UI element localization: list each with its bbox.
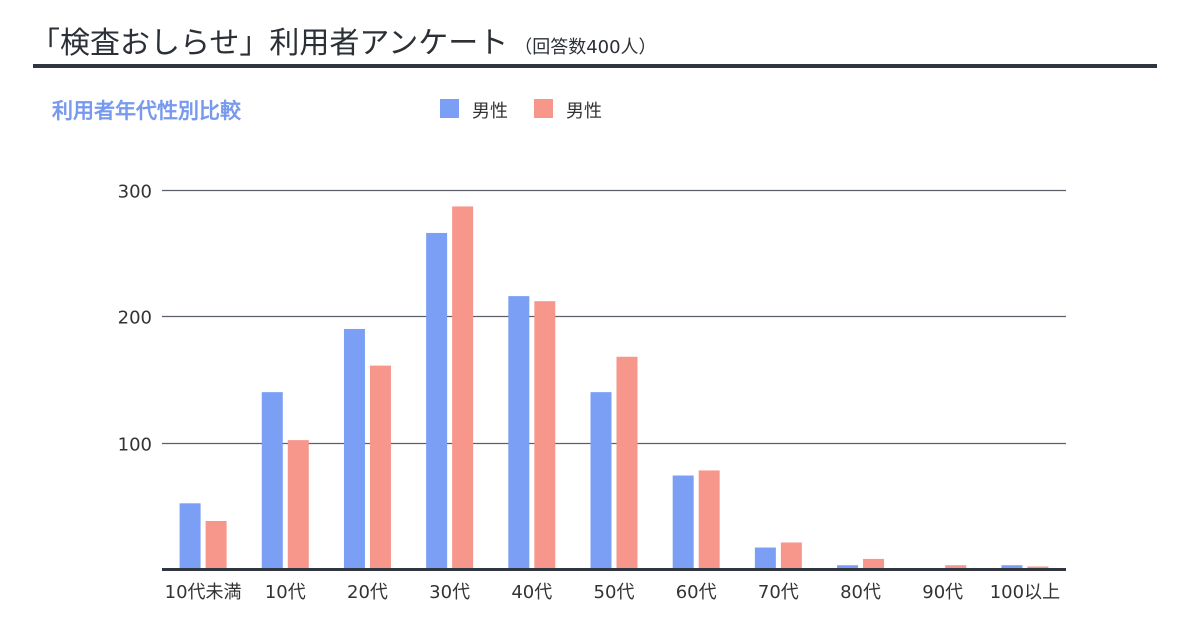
bar-1-5 bbox=[590, 392, 612, 569]
x-tick-label-10: 100以上 bbox=[990, 582, 1060, 603]
legend-label-series-1: 男性 bbox=[472, 101, 508, 122]
x-tick-label-2: 20代 bbox=[347, 582, 388, 603]
bar-1-10 bbox=[1001, 565, 1023, 569]
bar-2-1 bbox=[287, 440, 309, 569]
bar-1-7 bbox=[754, 547, 776, 569]
bar-1-3 bbox=[426, 232, 448, 569]
title-divider bbox=[33, 64, 1157, 68]
bar-2-2 bbox=[369, 365, 391, 569]
x-tick-label-8: 80代 bbox=[840, 582, 881, 603]
bar-2-8 bbox=[863, 558, 885, 569]
bar-2-5 bbox=[616, 356, 638, 569]
x-tick-label-7: 70代 bbox=[758, 582, 799, 603]
page-title: 「検査おしらせ」利用者アンケート （回答数400人） bbox=[30, 18, 657, 62]
x-tick-label-0: 10代未満 bbox=[165, 582, 242, 603]
x-tick-label-5: 50代 bbox=[594, 582, 635, 603]
chart-title: 利用者年代性別比較 bbox=[52, 99, 241, 123]
x-tick-label-9: 90代 bbox=[922, 582, 963, 603]
y-tick-label-200: 200 bbox=[118, 308, 152, 329]
y-tick-label-300: 300 bbox=[118, 182, 152, 203]
bar-1-4 bbox=[508, 296, 530, 569]
bar-2-4 bbox=[534, 301, 556, 569]
x-tick-label-4: 40代 bbox=[511, 582, 552, 603]
bar-1-1 bbox=[261, 392, 283, 569]
legend-label-series-2: 男性 bbox=[566, 101, 602, 122]
x-tick-label-1: 10代 bbox=[265, 582, 306, 603]
bar-2-3 bbox=[452, 206, 474, 569]
page-title-subtitle: （回答数400人） bbox=[514, 37, 657, 58]
y-tick-label-100: 100 bbox=[118, 435, 152, 456]
bar-2-0 bbox=[205, 520, 227, 569]
legend-swatch-series-2 bbox=[534, 99, 553, 118]
page-title-main: 「検査おしらせ」利用者アンケート bbox=[30, 26, 509, 61]
bar-2-7 bbox=[780, 542, 802, 569]
bar-2-9 bbox=[945, 565, 967, 569]
bar-2-10 bbox=[1027, 566, 1049, 569]
x-tick-label-3: 30代 bbox=[429, 582, 470, 603]
legend-swatch-series-1 bbox=[440, 99, 459, 118]
x-tick-label-6: 60代 bbox=[676, 582, 717, 603]
bar-1-0 bbox=[179, 503, 201, 569]
bar-1-8 bbox=[837, 565, 859, 569]
bar-1-6 bbox=[672, 475, 694, 569]
bar-1-2 bbox=[343, 328, 365, 569]
bar-2-6 bbox=[698, 470, 720, 569]
